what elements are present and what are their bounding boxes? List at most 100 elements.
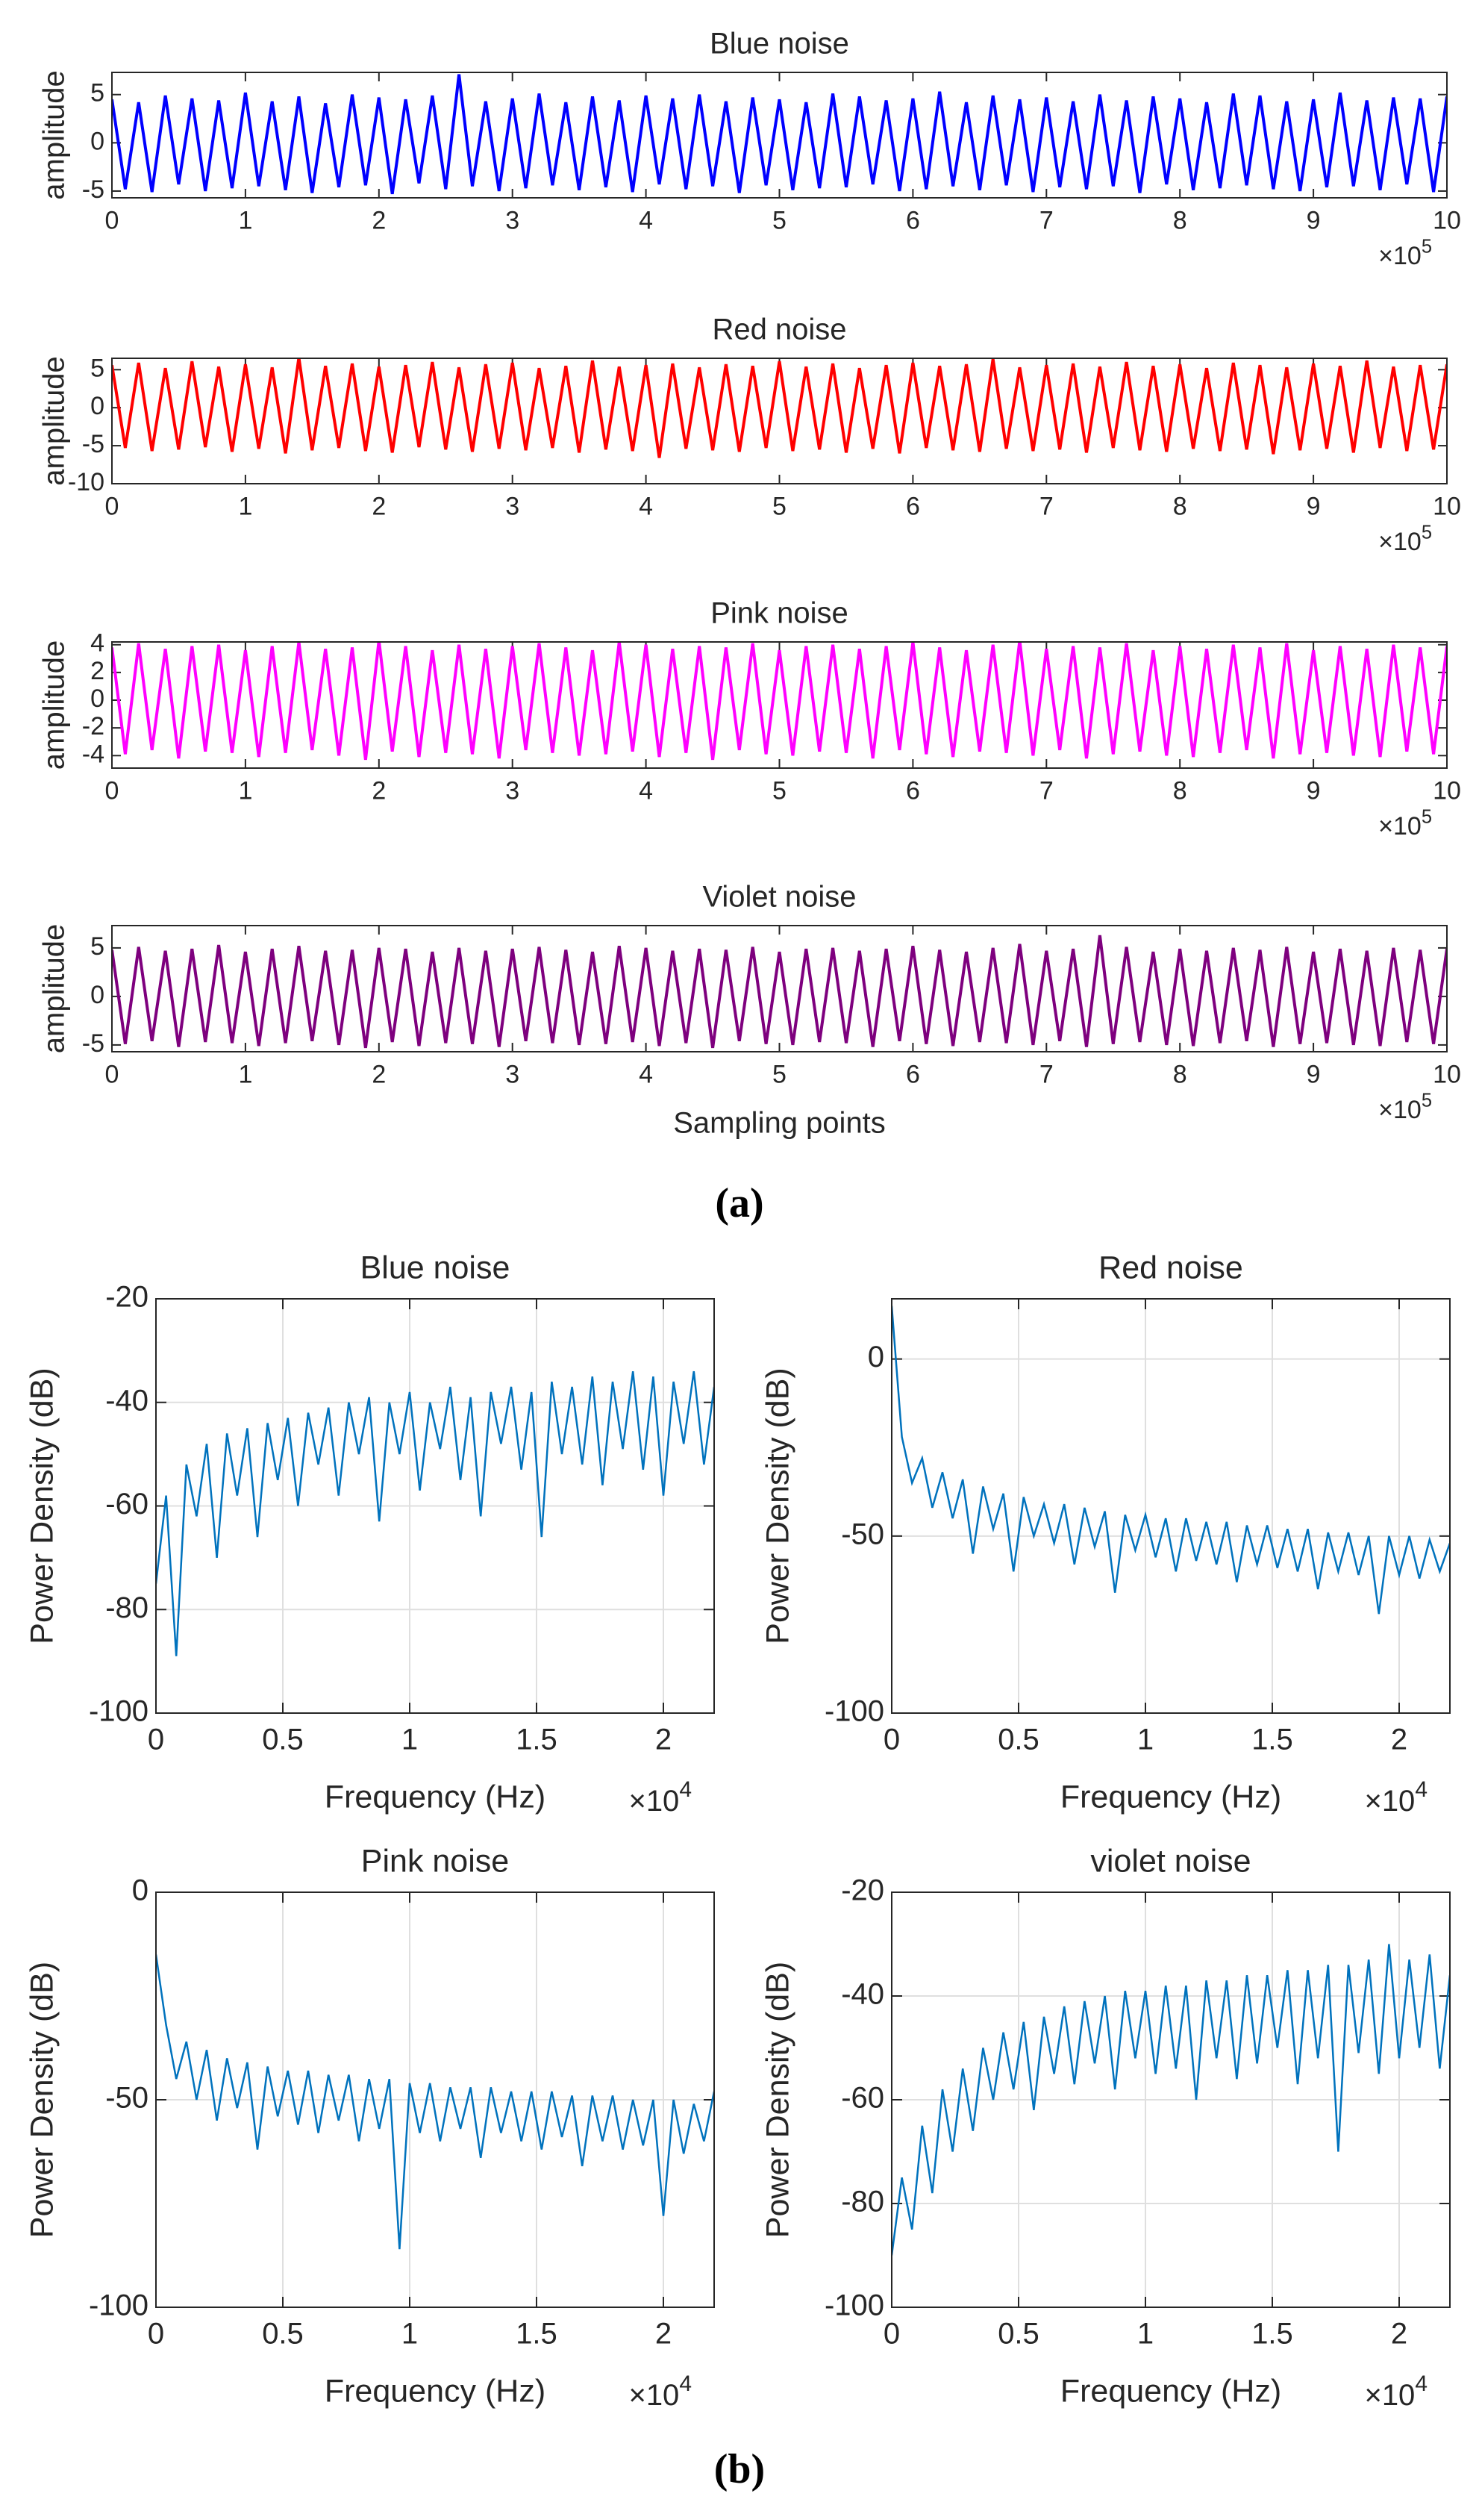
x-exponent: ×105	[1378, 1090, 1432, 1124]
x-tick-label: 8	[1173, 492, 1187, 520]
x-exponent-base: ×10	[1378, 812, 1422, 840]
plot-area	[892, 1299, 1450, 1713]
x-tick-label: 2	[372, 776, 386, 805]
y-tick-label: -2	[82, 712, 104, 740]
x-tick-label: 1	[1137, 2318, 1154, 2351]
y-axis-label: Power Density (dB)	[760, 1367, 795, 1644]
chart-title: Pink noise	[710, 597, 848, 630]
x-tick-label: 6	[906, 206, 920, 234]
x-axis-label: Frequency (Hz)	[1060, 2373, 1281, 2409]
x-exponent-power: 4	[1415, 2371, 1428, 2396]
chart-title: Blue noise	[710, 28, 849, 60]
x-tick-label: 1.5	[1251, 1724, 1293, 1756]
x-exponent: ×105	[1378, 806, 1432, 840]
x-exponent-base: ×10	[1378, 242, 1422, 270]
x-tick-label: 0	[105, 492, 119, 520]
y-tick-label: -100	[825, 1695, 884, 1728]
x-tick-label: 0.5	[262, 1724, 304, 1756]
chart-title: Red noise	[712, 314, 846, 346]
axes-box	[111, 925, 1448, 1052]
y-tick-label: 4	[90, 629, 104, 658]
chart-title: Pink noise	[361, 1844, 509, 1880]
x-tick-label: 4	[639, 776, 653, 805]
x-tick-label: 1	[401, 2318, 418, 2351]
x-exponent-base: ×10	[1364, 2379, 1415, 2412]
x-tick-label: 0	[105, 1060, 119, 1088]
data-line	[112, 358, 1447, 458]
x-exponent: ×105	[1378, 236, 1432, 270]
x-exponent: ×104	[628, 2371, 692, 2412]
x-exponent-power: 5	[1422, 806, 1432, 827]
data-line	[112, 74, 1447, 195]
x-tick-label: 1	[238, 776, 252, 805]
plot-area	[112, 926, 1447, 1052]
x-tick-label: 1.5	[1251, 2318, 1293, 2351]
x-tick-label: 1	[238, 1060, 252, 1088]
y-tick-label: -60	[841, 2082, 884, 2115]
y-tick-label: 2	[90, 657, 104, 685]
x-tick-label: 10	[1433, 1060, 1461, 1088]
x-tick-label: 7	[1039, 492, 1054, 520]
x-exponent-base: ×10	[628, 1785, 679, 1818]
x-tick-label: 0.5	[262, 2318, 304, 2351]
y-axis-label: amplitude	[38, 640, 71, 770]
y-axis-label: amplitude	[38, 70, 71, 199]
axes-box	[891, 1298, 1451, 1714]
y-tick-label: -80	[841, 2186, 884, 2218]
x-axis-label: Frequency (Hz)	[325, 2373, 545, 2409]
chart-title: Blue noise	[360, 1250, 510, 1286]
y-tick-label: -5	[82, 1029, 104, 1058]
data-line	[112, 642, 1447, 761]
x-exponent: ×104	[1364, 1777, 1428, 1818]
chart-title: violet noise	[1090, 1844, 1251, 1880]
y-tick-label: -10	[68, 468, 104, 496]
x-tick-label: 3	[505, 492, 519, 520]
x-tick-label: 4	[639, 492, 653, 520]
x-tick-label: 1.5	[516, 2318, 557, 2351]
data-line	[892, 1306, 1450, 1615]
y-tick-label: -5	[82, 430, 104, 458]
x-tick-label: 4	[639, 206, 653, 234]
x-tick-label: 4	[639, 1060, 653, 1088]
x-tick-label: 10	[1433, 206, 1461, 234]
x-tick-label: 8	[1173, 776, 1187, 805]
x-tick-label: 7	[1039, 776, 1054, 805]
y-axis-label: amplitude	[38, 924, 71, 1053]
y-tick-label: 0	[90, 981, 104, 1009]
x-tick-label: 0	[148, 2318, 164, 2351]
y-tick-label: -50	[841, 1518, 884, 1550]
y-tick-label: -4	[82, 740, 104, 768]
x-tick-label: 9	[1307, 1060, 1321, 1088]
x-tick-label: 2	[372, 492, 386, 520]
data-line	[112, 935, 1447, 1049]
x-tick-label: 0	[884, 2318, 900, 2351]
x-tick-label: 7	[1039, 1060, 1054, 1088]
y-tick-label: -100	[89, 2289, 148, 2322]
x-tick-label: 2	[1391, 1724, 1407, 1756]
axes-box	[891, 1891, 1451, 2308]
x-tick-label: 6	[906, 776, 920, 805]
y-tick-label: -100	[825, 2289, 884, 2322]
x-tick-label: 2	[655, 1724, 672, 1756]
y-axis-label: amplitude	[38, 356, 71, 485]
chart-title: Violet noise	[702, 881, 856, 914]
x-tick-label: 3	[505, 1060, 519, 1088]
x-tick-label: 9	[1307, 776, 1321, 805]
x-tick-label: 2	[372, 1060, 386, 1088]
y-tick-label: 0	[132, 1874, 148, 1907]
x-exponent-base: ×10	[1364, 1785, 1415, 1818]
panel-label: (a)	[715, 1180, 763, 1226]
x-exponent-base: ×10	[628, 2379, 679, 2412]
x-exponent-power: 5	[1422, 522, 1432, 543]
x-tick-label: 0.5	[998, 1724, 1039, 1756]
x-exponent-power: 4	[1415, 1777, 1428, 1802]
y-tick-label: 0	[90, 392, 104, 420]
x-tick-label: 8	[1173, 206, 1187, 234]
x-axis-label: Frequency (Hz)	[325, 1779, 545, 1815]
x-tick-label: 0	[884, 1724, 900, 1756]
x-tick-label: 5	[772, 492, 787, 520]
data-line	[156, 1370, 714, 1656]
x-tick-label: 8	[1173, 1060, 1187, 1088]
x-axis-label: Frequency (Hz)	[1060, 1779, 1281, 1815]
y-tick-label: 5	[90, 932, 104, 961]
